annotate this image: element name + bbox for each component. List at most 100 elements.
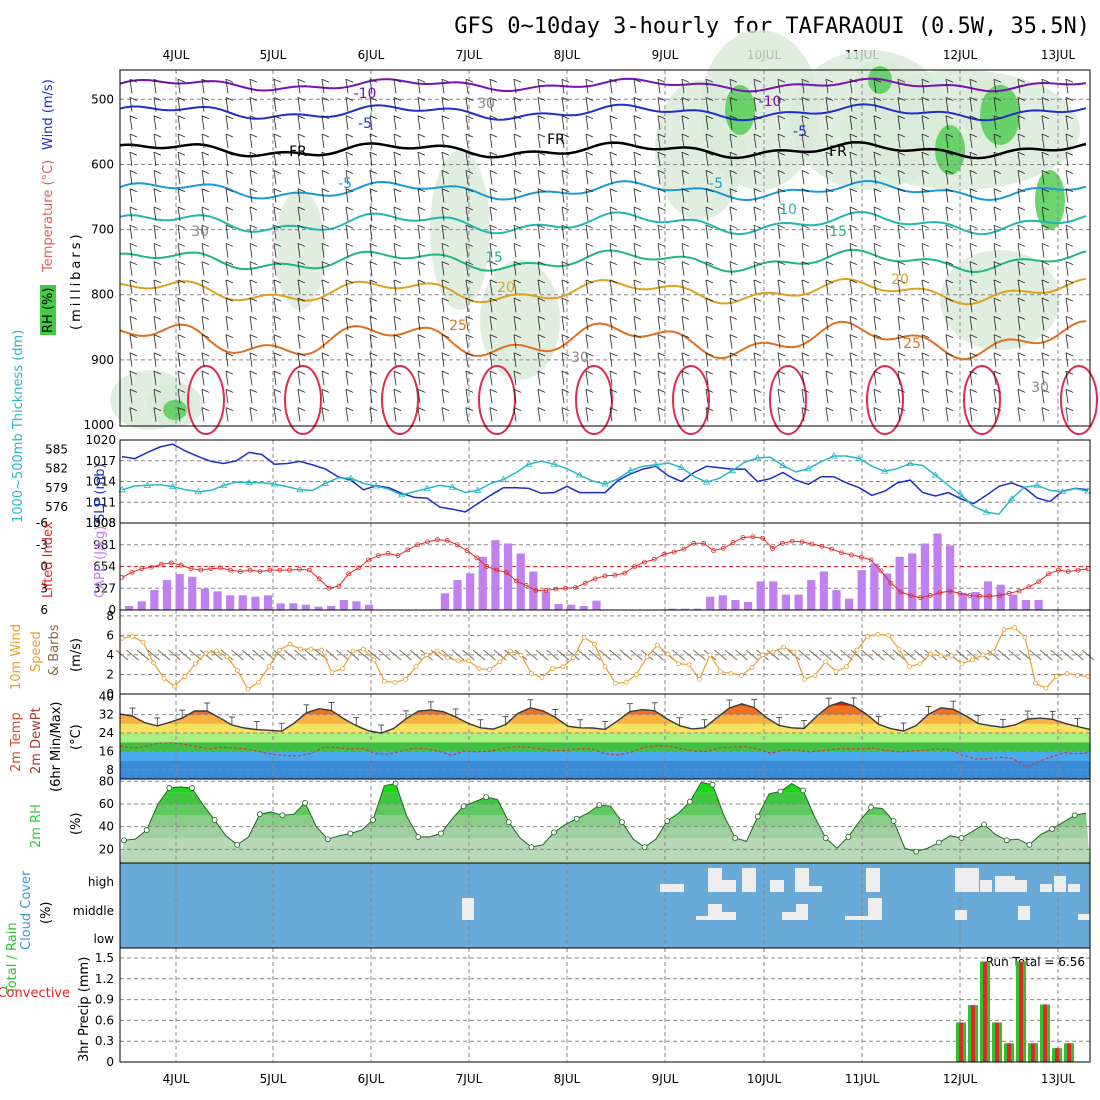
wind-barb xyxy=(1041,97,1045,112)
wind-barb-flag xyxy=(777,206,786,211)
wind-barb-flag xyxy=(249,243,258,247)
wind-barb xyxy=(849,371,853,386)
wind-barb-flag xyxy=(1041,334,1050,338)
surface-wind-barb xyxy=(861,649,874,661)
wind-barb xyxy=(753,261,757,276)
wind-barb xyxy=(513,152,517,167)
wind-barb-flag xyxy=(945,115,954,120)
wind-barb-flag xyxy=(777,188,786,193)
wind-barb xyxy=(225,152,229,167)
wind-barb-flag xyxy=(729,151,738,156)
wind-barb-flag xyxy=(441,188,450,193)
wind-barb-flag xyxy=(1065,370,1074,375)
wind-barb xyxy=(681,334,685,349)
wind-barb xyxy=(753,170,757,185)
surface-wind-barb xyxy=(525,649,538,661)
wind-barb-flag xyxy=(849,352,858,357)
wind-speed-point xyxy=(1043,685,1049,691)
surface-wind-barb xyxy=(388,649,402,661)
wind-barb-flag xyxy=(369,188,378,193)
wind-barb-flag xyxy=(897,224,906,229)
thickness-point xyxy=(474,486,482,493)
wind-barb-flag xyxy=(537,224,546,229)
wind-barb-flag xyxy=(897,407,906,411)
wind-speed-point xyxy=(413,664,419,670)
wind-barb-flag xyxy=(561,261,570,266)
wind-barb xyxy=(489,243,493,258)
wind-barb-flag xyxy=(153,279,162,284)
cloud-mid-block xyxy=(696,916,708,920)
wind-barb xyxy=(201,225,205,240)
wind-barb xyxy=(1017,152,1021,167)
rh-point xyxy=(347,830,354,837)
li-point xyxy=(868,557,874,563)
wind-barb-flag xyxy=(873,316,882,320)
wind-barb xyxy=(681,407,685,422)
wind-barb-flag xyxy=(369,97,378,101)
wind-speed-point xyxy=(476,666,482,672)
wind-barb xyxy=(729,115,733,130)
cape-bar xyxy=(314,606,323,610)
wind-barb xyxy=(705,389,709,404)
wind-barb-flag xyxy=(153,261,162,266)
wind-barb xyxy=(273,97,277,112)
wind-barb-flag xyxy=(273,151,282,156)
rh-point xyxy=(256,811,263,818)
surface-wind-barb xyxy=(1039,649,1053,661)
wind-barb xyxy=(729,389,733,404)
wind-barb xyxy=(417,407,421,422)
wind-barb-flag xyxy=(417,297,426,302)
wind-barb-flag xyxy=(513,261,522,266)
wind-barb xyxy=(921,334,925,349)
wind-barb xyxy=(1041,225,1045,240)
wind-barb-flag xyxy=(849,170,858,174)
wind-barb-flag xyxy=(369,261,378,266)
wind-barb-flag xyxy=(441,316,450,320)
li-point xyxy=(494,567,499,573)
wind-barb-flag xyxy=(201,133,210,138)
wind-barb-flag xyxy=(633,224,642,229)
wind-barb-flag xyxy=(1017,97,1026,101)
wind-barb xyxy=(297,152,301,167)
wind-barb-flag xyxy=(897,188,906,193)
wind-barb-flag xyxy=(1017,151,1026,156)
day-label-top: 7JUL xyxy=(456,48,483,62)
wind-barb-flag xyxy=(441,370,450,375)
wind-speed-point xyxy=(760,652,765,658)
wind-barb xyxy=(585,97,589,112)
wind-barb xyxy=(393,316,397,331)
wind-tick: 4 xyxy=(106,648,114,662)
wind-speed-point xyxy=(151,660,156,666)
wind-barb-flag xyxy=(753,388,762,393)
wind-barb-flag xyxy=(465,407,474,411)
wind-barb-flag xyxy=(1065,352,1074,357)
wind-barb xyxy=(465,152,469,167)
li-tick: -6 xyxy=(36,516,48,530)
wind-barb xyxy=(297,133,301,149)
wind-barb-flag xyxy=(681,388,690,393)
wind-barb-flag xyxy=(489,316,498,320)
wind-barb-flag xyxy=(945,279,954,284)
wind-barb xyxy=(1041,316,1045,331)
cape-bar xyxy=(263,595,273,610)
wind-barb xyxy=(609,389,613,404)
wind-barb xyxy=(657,407,661,422)
wind-barb-flag xyxy=(465,352,474,357)
wind-barb xyxy=(969,115,973,130)
wind-barb-flag xyxy=(201,316,210,320)
wind-tick: 8 xyxy=(106,609,114,623)
wind-barb-flag xyxy=(873,243,882,247)
wind-barb xyxy=(633,79,637,94)
wind-barb-flag xyxy=(465,261,474,266)
wind-barb-flag xyxy=(177,243,186,247)
wind-barb xyxy=(153,97,157,112)
wind-barb xyxy=(825,298,829,313)
thickness-point xyxy=(728,466,736,474)
wind-barb xyxy=(681,115,685,130)
wind-barb xyxy=(441,334,445,349)
wind-barb xyxy=(705,188,709,203)
wind-barb xyxy=(969,334,973,349)
wind-barb-flag xyxy=(513,224,522,229)
wind-barb xyxy=(729,79,733,94)
li-point xyxy=(139,566,145,572)
